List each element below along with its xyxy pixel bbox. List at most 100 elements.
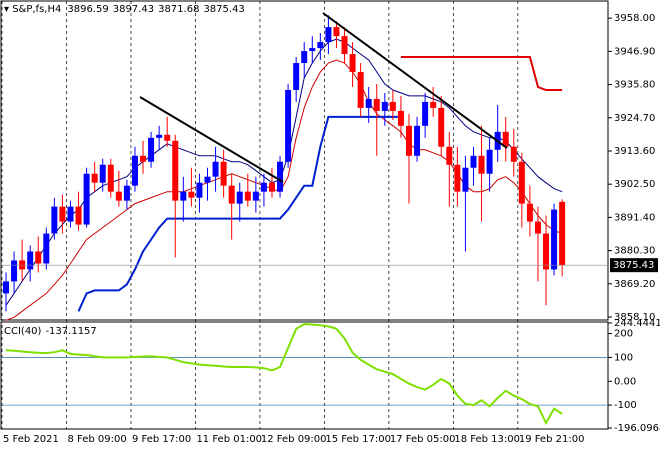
x-tick-label: 9 Feb 17:00 <box>132 434 191 445</box>
y-tick-label: 3869.20 <box>614 279 655 290</box>
candle-body <box>526 203 533 222</box>
y-tick-label: 3891.40 <box>614 212 655 223</box>
x-tick-label: 8 Feb 09:00 <box>67 434 126 445</box>
candle-body <box>172 140 179 201</box>
candle-body <box>212 161 219 177</box>
y-tick-label: 3913.60 <box>614 146 655 157</box>
candle-body <box>373 98 380 111</box>
candle-body <box>309 48 316 52</box>
candle-body <box>83 173 90 225</box>
cci-title: CCI(40) <box>4 326 42 337</box>
candle-body <box>551 209 558 270</box>
candle-body <box>51 206 58 234</box>
y-tick-label: 200 <box>614 329 633 340</box>
header-low: 3871.68 <box>158 4 199 15</box>
indicator-line <box>5 38 563 306</box>
candle-body <box>559 201 566 266</box>
candle-body <box>293 63 300 90</box>
candle-body <box>164 134 171 141</box>
candle-body <box>414 125 421 156</box>
candle-body <box>3 281 9 294</box>
last-price-label: 3875.43 <box>613 260 654 271</box>
candle-body <box>389 101 396 111</box>
candle-body <box>502 131 509 147</box>
y-tick-label: -196.0968 <box>614 423 660 434</box>
candle-body <box>486 149 493 174</box>
candle-body <box>156 134 163 138</box>
candle-body <box>196 182 203 198</box>
x-tick-label: 12 Feb 09:00 <box>261 434 327 445</box>
candle-body <box>543 233 550 270</box>
indicator-line <box>5 59 563 321</box>
header-high: 3897.43 <box>113 4 154 15</box>
cci-value: -137.1157 <box>45 326 96 337</box>
x-tick-label: 19 Feb 21:00 <box>519 434 585 445</box>
candle-body <box>397 110 404 126</box>
candle-body <box>115 191 122 201</box>
indicator-line <box>5 323 563 426</box>
candle-body <box>268 182 275 192</box>
candle-body <box>107 164 114 192</box>
candle-body <box>462 167 469 192</box>
candle-body <box>301 51 308 64</box>
chart-header: ▾ S&P,fs,H4 3896.59 3897.43 3871.68 3875.43 <box>4 4 245 15</box>
candle-body <box>236 191 243 204</box>
candle-body <box>123 185 130 201</box>
y-tick-label: 3858.10 <box>614 312 655 323</box>
candle-body <box>148 137 155 162</box>
candle-body <box>35 251 42 264</box>
header-icon: ▾ <box>4 4 12 15</box>
candle-body <box>470 155 477 168</box>
y-tick-label: 100 <box>614 352 633 363</box>
y-tick-label: 3946.90 <box>614 46 655 57</box>
candle-body <box>518 161 525 204</box>
candle-body <box>325 27 332 43</box>
x-tick-label: 17 Feb 05:00 <box>390 434 456 445</box>
candle-body <box>406 125 412 156</box>
candle-body <box>188 191 195 198</box>
candle-body <box>478 155 485 174</box>
candle-body <box>220 161 227 186</box>
x-tick-label: 18 Feb 13:00 <box>454 434 520 445</box>
candle-body <box>333 27 340 37</box>
candle-body <box>67 206 74 222</box>
candle-body <box>75 206 82 225</box>
candle-body <box>317 42 324 49</box>
y-tick-label: 3924.70 <box>614 113 655 124</box>
candle-body <box>534 221 541 234</box>
x-tick-label: 11 Feb 01:00 <box>196 434 262 445</box>
trendline <box>139 96 284 183</box>
cci-panel <box>0 321 609 430</box>
y-tick-label: 3902.50 <box>614 179 655 190</box>
candle-body <box>285 89 292 162</box>
y-tick-label: 3958.00 <box>614 13 655 24</box>
candle-body <box>11 260 18 282</box>
candle-body <box>228 185 235 204</box>
y-tick-label: 3935.80 <box>614 80 655 91</box>
candle-body <box>365 98 372 108</box>
candle-body <box>381 101 388 111</box>
candle-body <box>454 164 461 192</box>
candle-body <box>430 101 437 108</box>
candle-body <box>43 233 50 264</box>
price-panel <box>0 0 609 321</box>
last-price-box <box>610 258 658 273</box>
candle-body <box>260 182 267 192</box>
x-tick-label: 5 Feb 2021 <box>3 434 59 445</box>
trendline <box>322 12 508 149</box>
y-tick-label: 244.4441 <box>614 318 660 329</box>
candle-body <box>438 107 445 147</box>
indicator-line <box>400 56 563 91</box>
candle-body <box>341 36 348 55</box>
candle-body <box>91 173 98 183</box>
candle-body <box>244 191 251 201</box>
candle-body <box>357 72 364 108</box>
candle-body <box>131 155 138 186</box>
x-tick-label: 15 Feb 17:00 <box>325 434 391 445</box>
cci-header: CCI(40) -137.1157 <box>4 326 97 337</box>
header-open: 3896.59 <box>67 4 108 15</box>
candle-body <box>180 191 187 201</box>
candle-body <box>27 251 34 270</box>
